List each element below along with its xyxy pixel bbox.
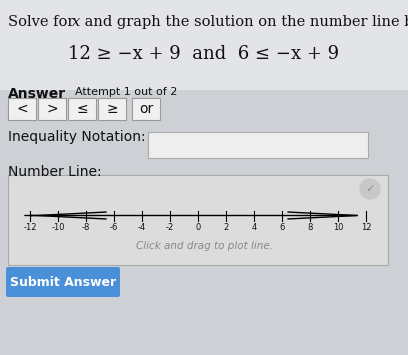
Text: Attempt 1 out of 2: Attempt 1 out of 2 [75, 87, 177, 97]
Text: -4: -4 [138, 224, 146, 233]
Text: 8: 8 [307, 224, 313, 233]
Text: 10: 10 [333, 224, 343, 233]
Text: -10: -10 [51, 224, 65, 233]
FancyBboxPatch shape [132, 98, 160, 120]
Text: ≥: ≥ [106, 102, 118, 116]
Text: Number Line:: Number Line: [8, 165, 102, 179]
Text: ✓: ✓ [365, 184, 375, 194]
Text: -12: -12 [23, 224, 37, 233]
FancyBboxPatch shape [8, 175, 388, 265]
Text: 6: 6 [279, 224, 285, 233]
Text: -6: -6 [110, 224, 118, 233]
FancyBboxPatch shape [148, 132, 368, 158]
Text: Solve for: Solve for [8, 15, 79, 29]
FancyBboxPatch shape [8, 98, 36, 120]
FancyBboxPatch shape [68, 98, 96, 120]
Circle shape [360, 179, 380, 199]
Text: -2: -2 [166, 224, 174, 233]
Text: ≤: ≤ [76, 102, 88, 116]
FancyBboxPatch shape [6, 267, 120, 297]
Text: Answer: Answer [8, 87, 66, 101]
Text: 12 ≥ −x + 9  and  6 ≤ −x + 9: 12 ≥ −x + 9 and 6 ≤ −x + 9 [69, 45, 339, 63]
Text: 0: 0 [195, 224, 201, 233]
Text: 12: 12 [361, 224, 371, 233]
Text: Submit Answer: Submit Answer [10, 275, 116, 289]
Text: Click and drag to plot line.: Click and drag to plot line. [135, 241, 273, 251]
Text: and graph the solution on the number line below.: and graph the solution on the number lin… [80, 15, 408, 29]
Text: or: or [139, 102, 153, 116]
Text: Inequality Notation:: Inequality Notation: [8, 130, 146, 144]
Text: 4: 4 [251, 224, 257, 233]
Text: -8: -8 [82, 224, 90, 233]
Text: <: < [16, 102, 28, 116]
Text: x: x [72, 15, 80, 29]
Text: 2: 2 [223, 224, 228, 233]
Text: >: > [46, 102, 58, 116]
FancyBboxPatch shape [0, 0, 408, 90]
FancyBboxPatch shape [38, 98, 66, 120]
FancyBboxPatch shape [98, 98, 126, 120]
